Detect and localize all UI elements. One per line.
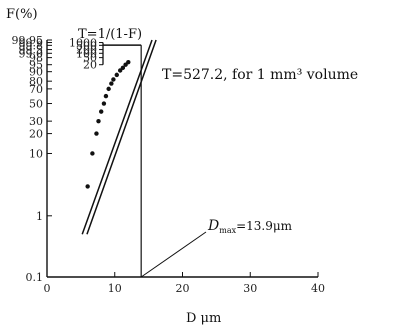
- y-tick-label: 30: [29, 115, 43, 128]
- t-tick-label: 100: [76, 47, 97, 60]
- fit-line: [86, 39, 157, 235]
- y-tick-label: 99.5: [19, 44, 44, 57]
- dmax-annotation: Dmax=13.9μm: [207, 218, 293, 235]
- y-tick-label: 98: [29, 52, 43, 65]
- x-tick-label: 40: [311, 282, 325, 295]
- data-point: [94, 131, 99, 136]
- y-tick-label: 99.95: [12, 34, 44, 47]
- data-point: [106, 86, 111, 92]
- y-tick-label: 20: [29, 128, 43, 141]
- t-tick-label: 50: [83, 52, 97, 65]
- y-tick-label: 50: [29, 98, 43, 111]
- fit-lines: [81, 39, 157, 235]
- y-tick-label: 95: [29, 59, 43, 72]
- data-point: [101, 101, 107, 106]
- t-tick-label: 1000: [69, 37, 97, 50]
- x-tick-label: 20: [176, 282, 190, 295]
- fit-line: [81, 39, 153, 235]
- x-axis-label: D μm: [186, 311, 221, 326]
- y-tick-label: 90: [29, 66, 43, 79]
- y-axis-label: F(%): [6, 7, 38, 22]
- data-point: [85, 184, 90, 189]
- data-point: [111, 77, 116, 82]
- data-point: [90, 151, 95, 156]
- data-point: [120, 65, 126, 71]
- x-tick-label: 30: [243, 282, 257, 295]
- x-tick-label: 10: [108, 282, 122, 295]
- return-period-label: T=1/(1-F): [78, 27, 142, 42]
- t-tick-label: 500: [76, 39, 97, 52]
- t-tick-label: 20: [83, 59, 97, 72]
- dmax-value: =13.9μm: [236, 219, 293, 233]
- y-tick-label: 99.9: [19, 37, 44, 50]
- data-point: [114, 72, 119, 78]
- dmax-subscript: max: [219, 226, 236, 235]
- data-points: [85, 59, 131, 189]
- y-tick-label: 99.8: [19, 39, 44, 52]
- annotations: [103, 44, 207, 278]
- axes-group: 0 10 20 30 400.1110203050708090959899.099.59…: [12, 34, 326, 295]
- y-tick-label: 99.0: [19, 47, 44, 60]
- data-point: [103, 93, 109, 99]
- dmax-symbol: D: [207, 218, 219, 234]
- t-tick-label: 200: [76, 44, 97, 57]
- y-tick-label: 70: [29, 83, 43, 96]
- data-point: [126, 59, 131, 65]
- t-value-annotation: T=527.2, for 1 mm³ volume: [162, 67, 358, 83]
- data-point: [99, 109, 104, 114]
- y-tick-label: 80: [29, 75, 43, 88]
- x-tick-label: 0: [44, 282, 51, 295]
- dmax-leader-line: [140, 231, 207, 278]
- data-point: [96, 118, 101, 124]
- data-point: [109, 81, 114, 86]
- y-tick-label: 1: [36, 210, 43, 223]
- y-tick-label: 0.1: [26, 271, 44, 284]
- y-tick-label: 10: [29, 147, 43, 160]
- data-point: [117, 68, 123, 73]
